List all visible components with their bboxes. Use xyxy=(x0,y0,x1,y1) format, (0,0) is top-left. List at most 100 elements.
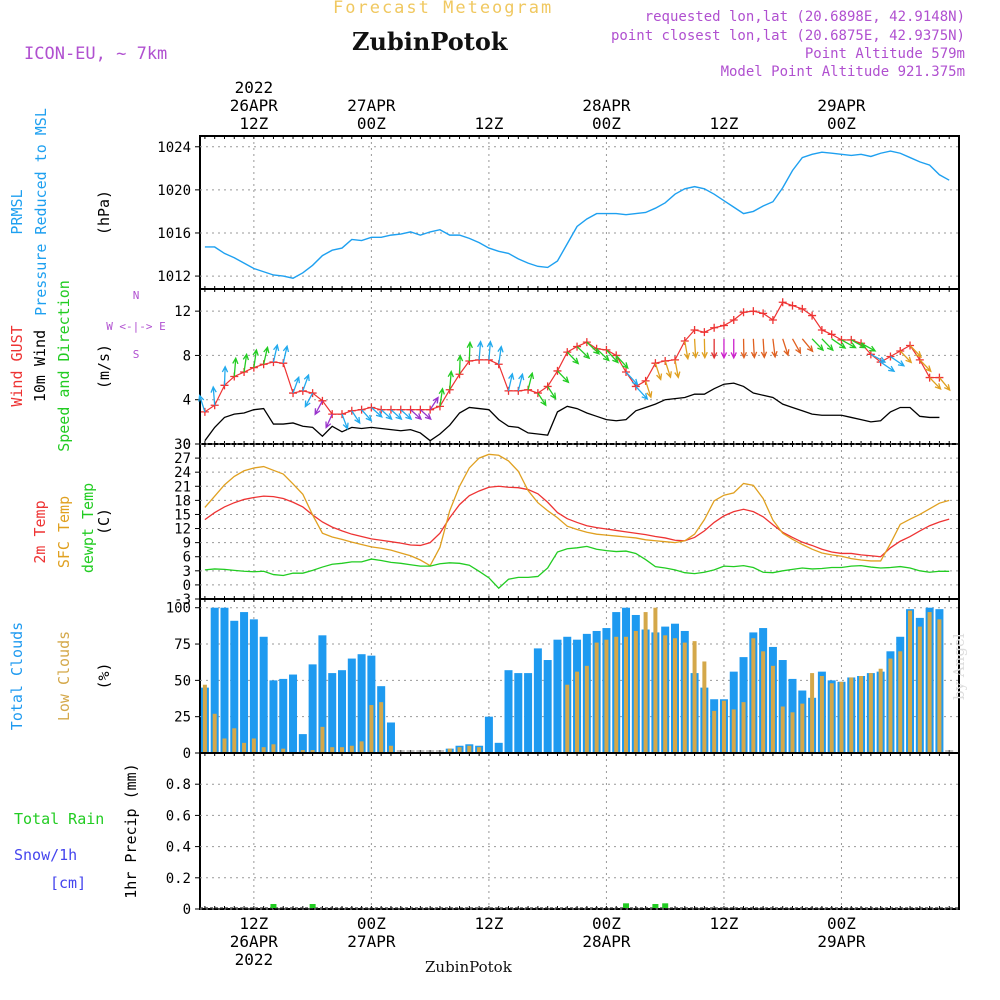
low-cloud-bar xyxy=(614,636,619,752)
gust-marker xyxy=(798,304,807,313)
station-name: ZubinPotok xyxy=(352,27,508,56)
gust-marker xyxy=(827,330,836,339)
wind-direction-arrow xyxy=(938,377,951,392)
bottom-time-label: 29APR xyxy=(817,932,866,951)
y-tick-label: 0 xyxy=(183,902,191,918)
wind-direction-arrow xyxy=(683,340,691,361)
total-cloud-bar xyxy=(386,722,395,752)
total-rain-label: Total Rain xyxy=(14,810,104,828)
total-cloud-bar xyxy=(533,648,542,752)
wind-direction-arrow xyxy=(841,339,857,349)
wind-direction-arrow xyxy=(447,370,454,390)
top-time-label: 00Z xyxy=(357,114,386,133)
wind-direction-arrow xyxy=(272,343,280,363)
gust-marker xyxy=(768,316,777,324)
total-cloud-bar xyxy=(308,664,317,752)
wind-direction-arrow xyxy=(466,340,474,361)
wind-direction-arrow xyxy=(252,348,259,368)
wind-direction-arrow xyxy=(801,338,814,353)
y-axis-label: (m/s) xyxy=(95,344,113,389)
total-cloud-bar xyxy=(494,742,503,752)
gust-marker xyxy=(690,325,699,334)
wind-direction-arrow xyxy=(527,371,535,390)
low-cloud-bar xyxy=(663,635,668,752)
y-tick-label: 0.4 xyxy=(166,840,191,856)
wind-direction-arrow xyxy=(811,338,825,352)
top-time-label: 00Z xyxy=(827,114,856,133)
bottom-time-label: 2022 xyxy=(235,950,274,969)
panels-layer: 1012101610201024(hPa)04812(m/s)-30369121… xyxy=(8,108,960,918)
low-cloud-bar xyxy=(584,665,589,752)
gust-marker xyxy=(788,301,797,310)
low-cloud-bar xyxy=(251,738,256,752)
low-cloud-bar xyxy=(937,619,942,752)
total-cloud-bar xyxy=(543,660,552,752)
wind-direction-arrow xyxy=(302,373,310,392)
wind-direction-arrow xyxy=(370,406,383,418)
low-cloud-bar xyxy=(604,639,609,752)
y-tick-label: 1012 xyxy=(157,269,191,285)
gust-marker xyxy=(866,350,875,359)
low-cloud-bar xyxy=(790,712,795,752)
total-cloud-bar xyxy=(269,680,278,752)
gust-marker xyxy=(817,325,826,334)
low-cloud-bar xyxy=(643,612,648,752)
gust-marker xyxy=(906,341,915,350)
total-cloud-bar xyxy=(230,620,239,752)
wind-direction-arrow xyxy=(615,354,629,370)
total-cloud-bar xyxy=(553,639,562,752)
top-time-label: 12Z xyxy=(710,114,739,133)
low-cloud-bar xyxy=(859,676,864,752)
wind-direction-arrow xyxy=(870,353,887,363)
y-tick-label: 15 xyxy=(174,507,191,523)
total-cloud-bar xyxy=(279,678,288,752)
wind-direction-arrow xyxy=(419,409,432,421)
low-cloud-bar xyxy=(731,709,736,752)
wind-direction-arrow xyxy=(909,345,923,358)
rain-bar xyxy=(270,904,277,908)
y-tick-label: 30 xyxy=(174,437,191,453)
total-clouds-label: Total Clouds xyxy=(8,622,26,730)
y-axis-label: 1hr Precip (mm) xyxy=(122,763,140,898)
wind-direction-arrow xyxy=(664,360,672,379)
model-point-altitude: Model Point Altitude 921.375m xyxy=(720,64,965,80)
low-cloud-bar xyxy=(349,745,354,752)
low-cloud-bar xyxy=(232,728,237,752)
wind-direction-arrow xyxy=(547,386,557,400)
compass-north: N xyxy=(133,289,140,302)
low-cloud-bar xyxy=(320,726,325,752)
wind-direction-arrow xyxy=(410,409,423,421)
wind-direction-arrow xyxy=(760,338,768,359)
y-tick-label: 27 xyxy=(174,451,191,467)
bottom-time-label: 00Z xyxy=(827,914,856,933)
wind-direction-arrow xyxy=(210,385,217,406)
low-cloud-bar xyxy=(721,700,726,752)
panel-frame xyxy=(199,752,960,910)
low-cloud-bar xyxy=(741,702,746,752)
low-cloud-bar xyxy=(202,684,207,752)
bottom-time-label: 00Z xyxy=(357,914,386,933)
sfc-temp-line xyxy=(204,453,950,567)
y-tick-label: 0.6 xyxy=(166,808,191,824)
watermark: by Angel xyxy=(950,633,968,700)
gust-marker xyxy=(808,311,817,320)
wind-direction-label: Speed and Direction xyxy=(55,280,73,452)
wind-direction-arrow xyxy=(860,342,877,352)
dewpt-line xyxy=(204,545,950,590)
low-cloud-bar xyxy=(281,748,286,752)
gust-marker xyxy=(739,308,748,317)
low-cloud-bar xyxy=(682,642,687,752)
low-cloud-bar xyxy=(369,705,374,752)
wind-direction-arrow xyxy=(831,338,847,349)
gust-marker xyxy=(837,335,846,344)
low-cloud-bar xyxy=(702,661,707,752)
wind-direction-arrow xyxy=(890,355,906,367)
low-cloud-bar xyxy=(927,612,932,752)
bottom-time-label: 00Z xyxy=(592,914,621,933)
wind-direction-arrow xyxy=(730,338,737,360)
prmsl-label: PRMSL xyxy=(8,189,26,234)
low-cloud-bar xyxy=(878,668,883,752)
bottom-time-label: 26APR xyxy=(230,932,279,951)
y-axis-label: (%) xyxy=(95,662,113,689)
low-cloud-bar xyxy=(467,745,472,752)
